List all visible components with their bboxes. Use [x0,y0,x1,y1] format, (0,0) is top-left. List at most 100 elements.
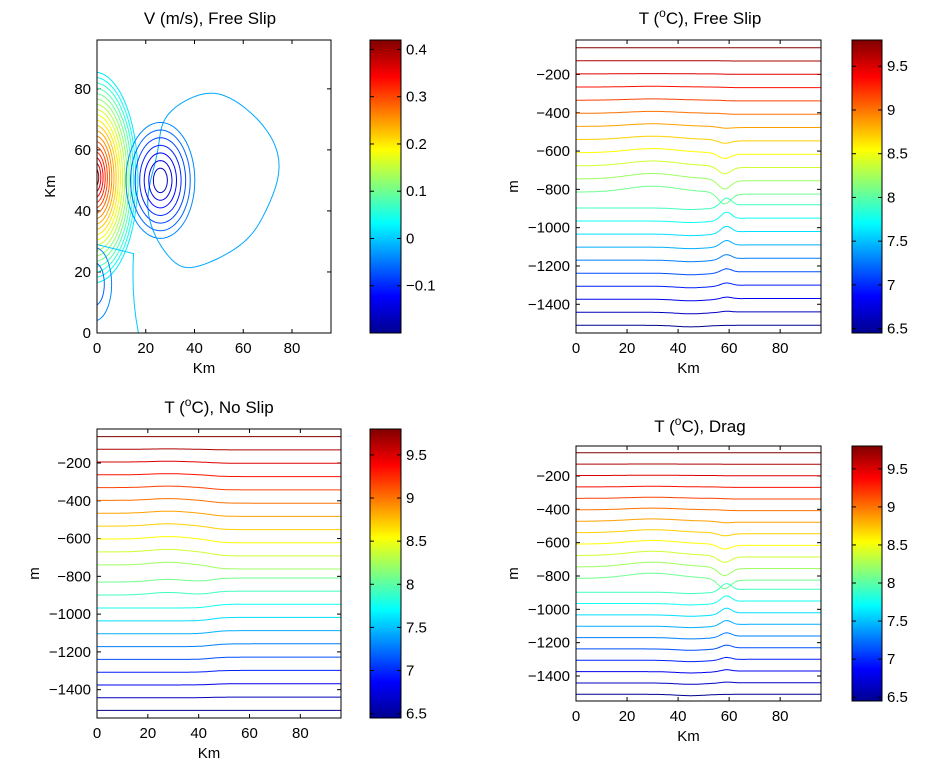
y-axis-label: m [26,567,43,580]
isotherm [576,197,821,210]
contour-positive [97,108,124,246]
contour-positive [97,119,119,236]
x-tick-label: 60 [235,340,252,357]
isotherm [576,110,821,115]
colorbar-tick-label: 8.5 [887,537,908,554]
x-tick-label: 80 [284,340,301,357]
isotherm-lines [576,47,821,328]
x-tick-label: 20 [137,340,154,357]
colorbar: 9.5 9 8.5 8 7.5 7 6.5 [851,39,908,338]
x-tick-label: 60 [241,725,258,742]
contour-positive [97,130,115,225]
title-text: C), Drag [681,417,745,436]
isotherm [576,160,821,175]
x-tick-label: 0 [572,340,580,357]
isotherm [576,518,821,524]
isotherm [576,485,821,488]
x-tick-label: 0 [93,340,101,357]
contour-negative [148,160,173,201]
y-tick-label: −1200 [528,635,570,652]
y-tick-label: −1000 [49,606,91,623]
plot-area [97,429,341,718]
y-tick-label: 20 [74,264,91,281]
colorbar-tick-label: 0.3 [406,89,427,106]
isotherm [576,474,821,477]
isotherm [97,683,341,686]
y-tick-label: −600 [536,535,570,552]
y-tick-label: −400 [536,501,570,518]
isotherm [576,656,821,663]
y-tick-label: −1000 [528,220,570,237]
contour-positive [97,82,135,273]
x-tick-label: 20 [619,708,636,725]
colorbar: 9.5 9 8.5 8 7.5 7 6.5 [851,445,908,706]
x-tick-label: 40 [186,340,203,357]
colorbar-tick-label: 7 [406,663,414,680]
isotherm [97,656,341,660]
panel-top-right: T (oC), Free Slip 0 20 40 60 80 −200 −400 −600 −8… [505,6,822,377]
y-tick-label: −600 [57,531,91,548]
contour-positive [97,151,106,204]
axes-frame [96,39,332,334]
contour-negative-weak [97,247,113,321]
colorbar-tick-label: 8.5 [406,533,427,550]
isotherm [576,550,821,563]
y-tick-label: −1400 [49,682,91,699]
colorbar-tick-label: 7 [887,277,895,294]
colorbar-tick-label: 0.1 [406,183,427,200]
y-tick-label: −400 [57,493,91,510]
isotherm [576,669,821,674]
contour-positive [97,71,139,283]
y-axis-label: m [505,180,522,193]
y-tick-label: 40 [74,203,91,220]
colorbar-tick-label: 9 [887,102,895,119]
isotherm [576,324,821,328]
x-tick-label: 80 [292,725,309,742]
isotherm [97,669,341,673]
colorbar-gradient [851,445,883,702]
y-tick-label: −600 [536,143,570,160]
colorbar-tick-label: 9.5 [887,461,908,478]
colorbar-tick-label: 9 [887,499,895,516]
x-tick-label: 80 [772,340,789,357]
y-tick-label: −200 [536,66,570,83]
isotherm [576,681,821,685]
y-axis-label: Km [42,175,59,198]
axes-frame [96,428,342,719]
isotherm [576,211,821,223]
colorbar-gradient [369,39,402,334]
isotherm [576,282,821,289]
contour-negative [139,144,182,217]
title-text: T ( [639,9,660,28]
x-tick-label: 80 [772,708,789,725]
x-tick-label: 60 [721,708,738,725]
chart-title: T (oC), No Slip [164,395,273,417]
colorbar-tick-label: 7.5 [887,233,908,250]
isotherm-lines [97,436,341,711]
isotherm [576,310,821,315]
chart-title: T (oC), Drag [654,414,745,436]
isotherm [576,85,821,89]
isotherm [576,254,821,263]
contour-positive [97,162,102,193]
panel-bottom-right: T (oC), Drag 0 20 40 60 80 −200 −400 −600 −800 −10… [505,414,822,745]
isotherm [97,590,341,596]
colorbar-tick-label: 6.5 [887,689,908,706]
isotherm [97,603,341,609]
colorbar-tick-label: 8 [406,576,414,593]
isotherm [576,148,821,159]
colorbar-tick-label: 8 [887,189,895,206]
isotherm [97,561,341,570]
y-tick-label: −800 [536,568,570,585]
colorbar-tick-label: 7 [887,651,895,668]
colorbar-gradient [369,428,402,719]
colorbar-tick-label: 0.2 [406,136,427,153]
contour-positive [97,98,128,257]
contour-negative [147,92,280,269]
title-superscript: o [185,395,192,409]
x-tick-label: 40 [670,340,687,357]
isotherm [576,98,821,102]
colorbar-tick-label: 9.5 [887,58,908,75]
isotherm [576,239,821,250]
isotherm [97,616,341,622]
